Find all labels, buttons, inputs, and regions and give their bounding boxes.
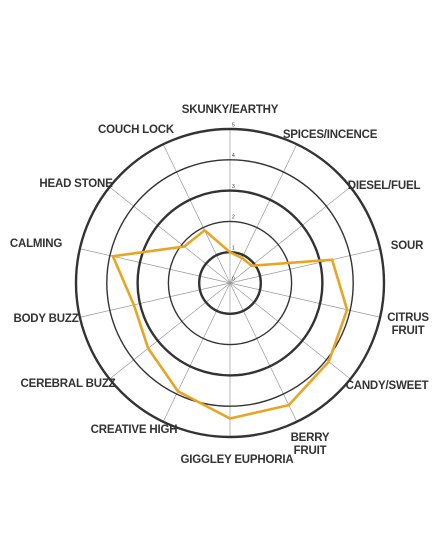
tick-label: 0 <box>232 276 235 282</box>
category-label: CITRUS FRUIT <box>387 312 429 337</box>
tick-label: 3 <box>232 184 235 190</box>
grid-ring <box>74 127 386 439</box>
category-label: CANDY/SWEET <box>345 380 429 392</box>
spoke <box>162 282 231 422</box>
tick-label: 1 <box>232 246 235 252</box>
category-label: SOUR <box>390 240 424 252</box>
tick-label: 2 <box>232 215 235 221</box>
category-label: BERRY FRUIT <box>290 432 330 457</box>
spoke <box>79 282 231 318</box>
category-label: CEREBRAL BUZZ <box>20 378 116 390</box>
grid-ring <box>136 189 324 377</box>
category-label: SKUNKY/EARTHY <box>181 104 279 116</box>
spoke <box>162 144 231 284</box>
spoke <box>229 282 351 380</box>
spoke <box>229 248 381 284</box>
category-label: COUCH LOCK <box>98 124 174 136</box>
category-label: HEAD STONE <box>39 178 113 190</box>
spoke <box>229 282 298 422</box>
spoke <box>109 282 231 380</box>
grid-ring <box>106 159 354 407</box>
spoke <box>79 248 231 284</box>
category-label: CALMING <box>9 238 63 250</box>
tick-label: 5 <box>232 122 235 128</box>
spoke <box>109 186 231 284</box>
spoke <box>229 282 381 318</box>
category-label: GIGGLEY EUPHORIA <box>180 454 294 466</box>
category-label: DIESEL/FUEL <box>347 180 421 192</box>
grid-ring <box>167 220 293 346</box>
tick-label: 4 <box>232 153 235 159</box>
category-label: BODY BUZZ <box>13 313 79 325</box>
spoke <box>229 144 298 284</box>
spoke <box>229 186 351 284</box>
category-label: CREATIVE HIGH <box>90 424 178 436</box>
category-label: SPICES/INCENCE <box>282 129 378 141</box>
